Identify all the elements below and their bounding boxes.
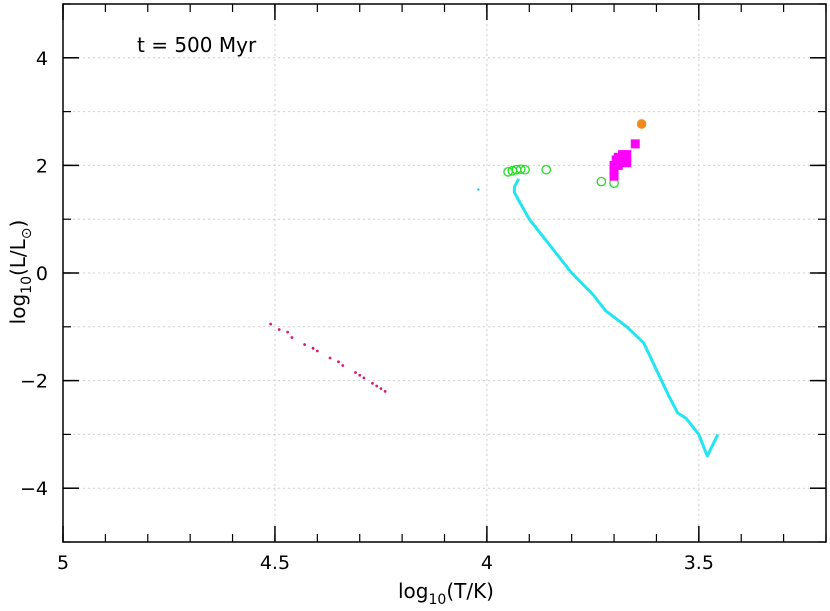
dot-point (277, 328, 281, 331)
dot-point (477, 188, 480, 191)
x-tick-label: 5 (57, 552, 69, 574)
y-tick-label: 0 (36, 263, 48, 285)
dot-point (269, 322, 273, 326)
dot-point (337, 360, 340, 364)
open-circle-point (515, 164, 526, 175)
grid-lines (62, 4, 826, 542)
dot-point (354, 371, 357, 374)
series-open-circle (503, 164, 619, 189)
series-line (512, 178, 720, 458)
square-point (622, 158, 632, 168)
square-point (613, 160, 623, 170)
y-tick-label: 2 (36, 155, 48, 177)
x-tick-label: 4.5 (260, 552, 290, 574)
dot-point (315, 349, 319, 353)
y-tick-label: 4 (36, 48, 48, 70)
dot-point (358, 373, 362, 377)
series-layer (269, 119, 720, 458)
tick-labels: 5 4.5 4 3.5 −4 −2 0 2 4 (20, 48, 714, 574)
y-tick-label: −2 (20, 371, 48, 393)
series-square (609, 139, 640, 181)
open-circle-point (520, 164, 530, 175)
dot-point (290, 336, 294, 339)
square-point (609, 171, 619, 181)
dot-point (375, 384, 379, 388)
open-circle-point (541, 164, 552, 175)
y-tick-label: −4 (20, 478, 48, 500)
y-axis-label: log10(L/L⊙) (6, 220, 35, 325)
filled-circle-point (636, 119, 647, 129)
x-tick-label: 4 (481, 552, 493, 574)
x-tick-label: 3.5 (684, 552, 714, 574)
track-line (512, 178, 720, 458)
series-smalldot (269, 322, 387, 393)
open-circle-point (596, 176, 607, 187)
series-filled-circle (636, 119, 647, 129)
dot-point (341, 364, 345, 367)
time-annotation: t = 500 Myr (137, 33, 257, 57)
square-point (609, 166, 619, 176)
dot-point (303, 343, 307, 346)
series-dot (477, 188, 480, 191)
dot-point (328, 356, 332, 360)
square-point (622, 150, 632, 160)
dot-point (311, 346, 315, 350)
dot-point (286, 330, 290, 334)
dot-point (383, 389, 387, 393)
dot-point (362, 376, 366, 380)
dot-point (379, 387, 383, 391)
axis-ticks (62, 3, 827, 543)
square-point (630, 139, 640, 149)
dot-point (371, 381, 374, 385)
x-axis-label: log10(T/K) (398, 579, 494, 608)
